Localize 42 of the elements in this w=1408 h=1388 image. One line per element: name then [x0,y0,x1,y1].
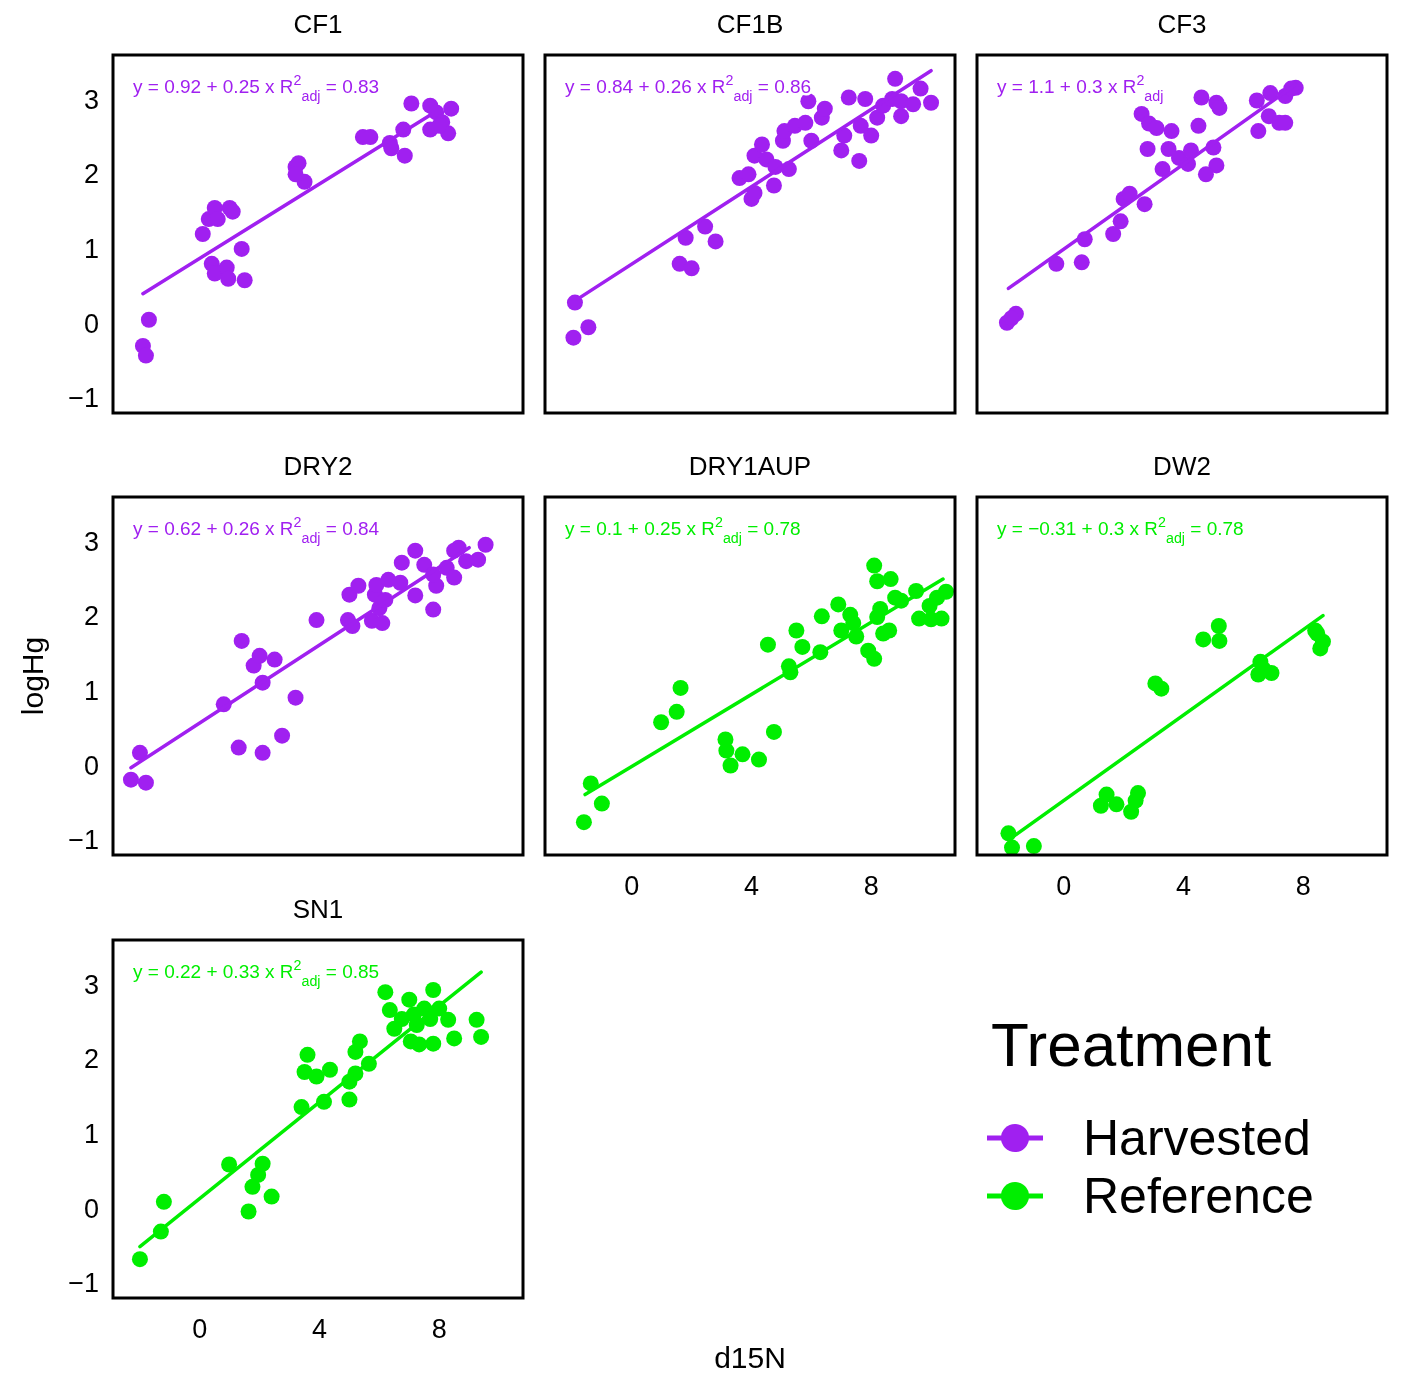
x-tick-label: 4 [743,871,760,901]
y-tick-label: 3 [83,969,99,1000]
x-tick-label: 0 [192,1314,208,1344]
x-tick-label: 8 [1295,871,1311,901]
annotation: y = 0.84 + 0.26 x R$^{2}$$_{adj}$ = 0.86 [565,72,812,104]
y-tick-label: 3 [83,84,99,115]
annotation: y = 0.22 + 0.33 x R$^{2}$$_{adj}$ = 0.85 [133,957,380,989]
annotation: y = 0.62 + 0.26 x R$^{2}$$_{adj}$ = 0.84 [133,514,380,546]
legend-label: Reference [1083,1168,1314,1224]
y-tick-label: 1 [83,233,99,264]
chart-title: SN1 [292,894,344,924]
y-tick-label: 3 [83,526,99,557]
y-tick-label: −1 [68,1268,99,1299]
y-tick-label: −1 [68,825,99,856]
chart-title: CF1 [293,9,343,39]
x-tick-label: 0 [624,871,640,901]
y-tick-label: 0 [83,750,99,781]
chart-title: CF1B [716,9,784,39]
annotation: y = −0.31 + 0.3 x R$^{2}$$_{adj}$ = 0.78 [997,514,1244,546]
y-tick-label: 1 [83,1118,99,1149]
legend-label: Harvested [1083,1110,1311,1166]
annotation: y = 0.1 + 0.25 x R$^{2}$$_{adj}$ = 0.78 [565,514,801,546]
chart-title: DRY2 [283,451,353,481]
x-tick-label: 8 [431,1314,447,1344]
y-tick-label: 2 [83,601,99,632]
y-tick-label: 2 [83,159,99,190]
y-tick-label: 2 [83,1044,99,1075]
x-tick-label: 0 [1056,871,1072,901]
annotation: y = 0.92 + 0.25 x R$^{2}$$_{adj}$ = 0.83 [133,72,380,104]
y-tick-label: 0 [83,1193,99,1224]
x-tick-label: 4 [1175,871,1192,901]
chart-title: DW2 [1153,451,1211,481]
x-axis-title: d15N [714,1341,786,1374]
y-tick-label: 1 [83,675,99,706]
chart-title: DRY1AUP [688,451,812,481]
y-tick-label: 0 [83,308,99,339]
x-tick-label: 8 [863,871,879,901]
legend-title: Treatment [991,1010,1272,1079]
y-axis-title: logHg [16,636,49,716]
y-tick-label: −1 [68,383,99,414]
chart-title: CF3 [1157,9,1207,39]
x-tick-label: 4 [311,1314,328,1344]
